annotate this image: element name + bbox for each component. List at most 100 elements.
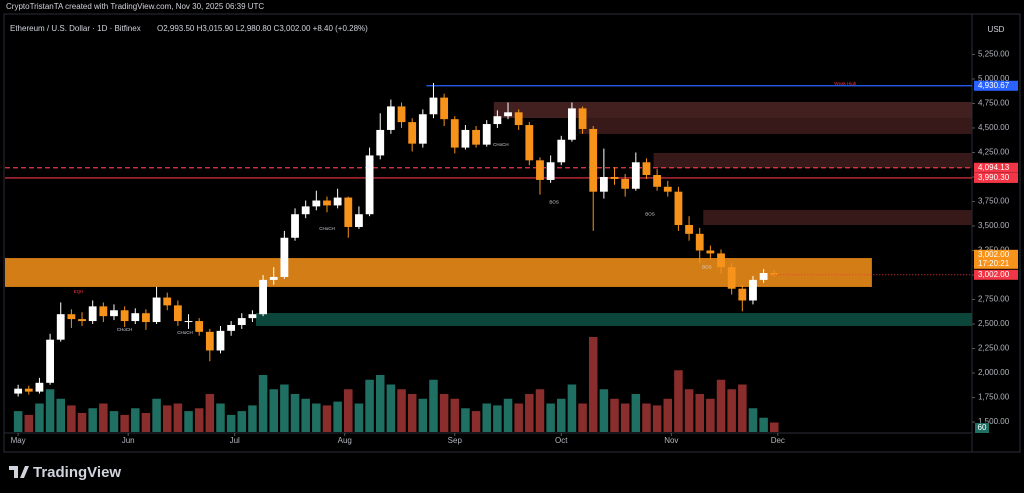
volume-bar: [216, 403, 225, 432]
volume-bar: [418, 398, 428, 432]
volume-bar: [588, 337, 598, 432]
footer: TradingView: [33, 464, 121, 481]
candle-body: [35, 382, 44, 392]
volume-bar: [546, 403, 555, 432]
volume-bar: [407, 394, 417, 432]
volume-bar: [514, 403, 523, 432]
candle-body: [376, 129, 385, 156]
volume-bar: [439, 394, 449, 432]
candle-body: [461, 129, 470, 148]
y-tick-label: 2,250.00: [978, 344, 1010, 353]
candle-body: [546, 162, 555, 180]
interval-badge: 60: [978, 423, 987, 432]
volume-bar: [738, 384, 747, 432]
volume-bar: [77, 413, 87, 432]
annotation: CHoCH: [177, 330, 193, 335]
volume-bar: [706, 398, 715, 432]
zone: [653, 152, 972, 168]
level-label: 4,094.13: [978, 163, 1010, 172]
volume-bar: [141, 413, 151, 432]
volume-bar: [674, 370, 683, 432]
volume-bar: [269, 389, 278, 432]
volume-bar: [482, 403, 491, 432]
volume-bar: [642, 403, 651, 432]
volume-bar: [652, 405, 662, 432]
candle-body: [131, 313, 140, 322]
x-tick-label: Jun: [122, 436, 135, 445]
candle-body: [216, 330, 225, 351]
volume-bar: [24, 414, 34, 432]
candle-body: [536, 160, 544, 180]
x-tick-label: May: [11, 436, 26, 445]
candle-body: [450, 119, 459, 148]
volume-bar: [301, 398, 310, 432]
candle-body: [493, 116, 502, 125]
candle-body: [472, 129, 480, 145]
candle-body: [418, 114, 427, 144]
volume-bar: [503, 398, 513, 432]
y-tick-label: 4,500.00: [978, 123, 1010, 132]
volume-bar: [365, 379, 374, 432]
volume-bar: [525, 394, 534, 432]
volume-bar: [620, 403, 630, 432]
volume-bar: [695, 394, 704, 432]
y-tick-label: 2,750.00: [978, 295, 1010, 304]
annotation: BOS: [549, 200, 559, 205]
candle-body: [205, 331, 214, 351]
candle-body: [408, 122, 417, 144]
volume-bar: [354, 403, 364, 432]
volume-bar: [557, 398, 566, 432]
volume-bar: [471, 411, 481, 432]
candle-body: [578, 108, 587, 129]
zone: [579, 117, 972, 134]
candle-body: [738, 288, 747, 301]
candle-body: [163, 297, 172, 306]
candle-body: [717, 253, 725, 268]
candle-body: [568, 108, 576, 140]
volume-bar: [578, 403, 587, 432]
candle-body: [514, 112, 523, 126]
candle-body: [88, 306, 97, 322]
volume-bar: [344, 389, 353, 432]
volume-bar: [727, 389, 736, 432]
zone: [5, 258, 872, 287]
volume-bar: [131, 408, 140, 432]
volume-bar: [333, 401, 342, 432]
volume-bar: [461, 408, 470, 432]
candle-body: [280, 237, 289, 277]
level-label-box: [974, 162, 1018, 173]
volume-bar: [99, 403, 108, 432]
candle-body: [589, 128, 598, 192]
volume-bar: [375, 375, 385, 432]
candle-body: [110, 310, 118, 317]
candle-body: [727, 267, 736, 289]
candle-body: [557, 139, 566, 163]
zone: [493, 102, 972, 118]
level-label-box: [974, 172, 1018, 183]
level-label: 4,930.67: [978, 81, 1010, 90]
volume-bar: [258, 375, 268, 432]
candle-body: [653, 175, 662, 187]
candle-body: [631, 162, 640, 189]
candle-body: [599, 176, 608, 192]
countdown: 17:20:21: [978, 259, 1010, 268]
candle-body: [227, 324, 236, 331]
candle-body: [248, 314, 257, 319]
candle-body: [674, 191, 683, 226]
candle-body: [525, 125, 534, 161]
candle-body: [120, 310, 129, 322]
annotation: EQH: [74, 289, 84, 294]
volume-bar: [312, 403, 321, 432]
volume-bar: [13, 411, 23, 432]
volume-bar: [631, 394, 641, 432]
candle-body: [642, 162, 651, 176]
volume-bar: [322, 405, 332, 432]
volume-bar: [67, 405, 76, 432]
y-tick-label: 3,750.00: [978, 197, 1010, 206]
y-tick-label: 5,000.00: [978, 74, 1010, 83]
volume-bar: [716, 379, 726, 432]
x-tick-label: Jul: [230, 436, 240, 445]
candle-body: [429, 97, 438, 115]
candle-body: [184, 321, 193, 323]
